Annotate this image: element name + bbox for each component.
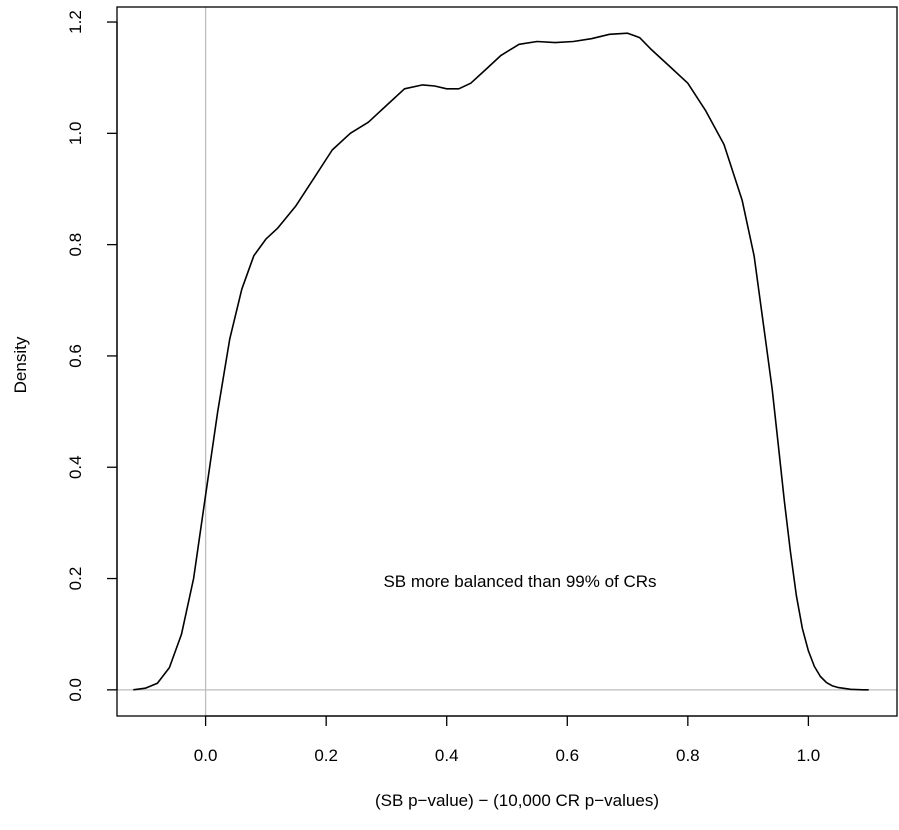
annotation-text: SB more balanced than 99% of CRs [383,572,656,591]
y-tick-label: 1.2 [66,10,85,34]
y-tick-label: 0.2 [66,567,85,591]
y-tick-label: 0.4 [66,455,85,479]
x-tick-label: 0.8 [676,746,700,765]
density-curve [133,32,869,691]
plot-frame [116,6,898,717]
reference-lines [117,7,897,716]
x-tick-label: 0.2 [314,746,338,765]
x-axis: 0.0 0.2 0.4 0.6 0.8 1.0 [194,715,821,765]
y-axis-label: Density [11,336,30,393]
x-tick-label: 0.6 [555,746,579,765]
x-tick-label: 0.4 [435,746,459,765]
x-axis-label: (SB p−value) − (10,000 CR p−values) [375,791,659,810]
density-curve-group [133,32,869,691]
y-tick-label: 0.0 [66,678,85,702]
y-axis: 0.0 0.2 0.4 0.6 0.8 1.0 1.2 [66,10,118,702]
x-tick-label: 1.0 [797,746,821,765]
y-tick-label: 1.0 [66,122,85,146]
x-tick-label: 0.0 [194,746,218,765]
y-tick-label: 0.8 [66,233,85,257]
y-tick-label: 0.6 [66,344,85,368]
